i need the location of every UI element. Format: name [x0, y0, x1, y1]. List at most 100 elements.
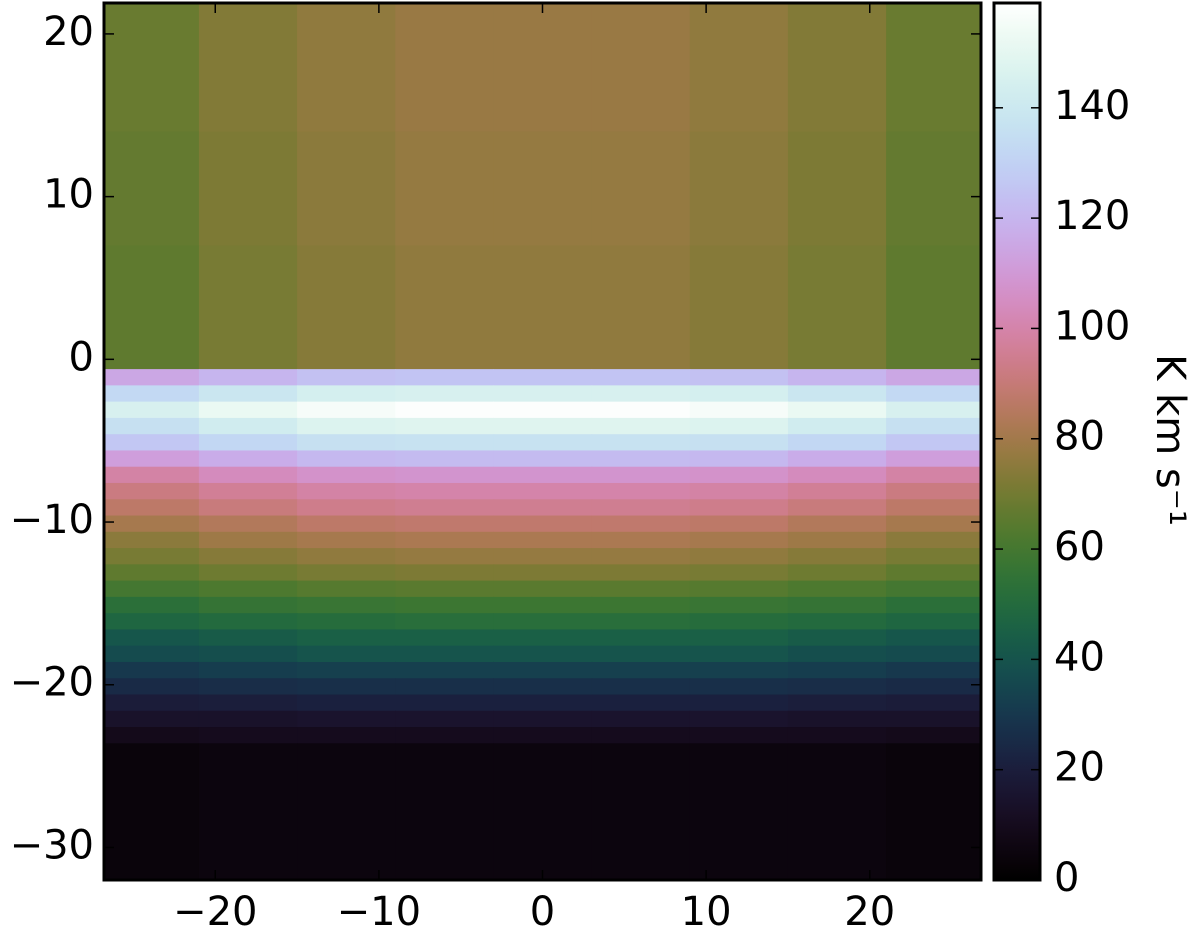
heatmap-cell [198, 466, 298, 484]
heatmap-cell [591, 743, 691, 881]
y-tick-label: −30 [10, 822, 94, 868]
heatmap-cell [104, 564, 200, 582]
colorbar-tick-label: 120 [1054, 193, 1130, 239]
heatmap-cell [886, 727, 982, 744]
heatmap-cell [689, 385, 789, 403]
heatmap-cell [395, 131, 495, 247]
heatmap-cell [104, 434, 200, 452]
heatmap-cell [787, 245, 887, 370]
heatmap-cell [395, 564, 495, 582]
heatmap-cell [886, 466, 982, 484]
heatmap-cell [297, 580, 396, 598]
heatmap-cell [104, 661, 200, 679]
heatmap-cell [297, 694, 396, 712]
heatmap-cell [689, 499, 789, 517]
heatmap-cell [591, 3, 691, 133]
heatmap-cell [104, 482, 200, 500]
heatmap-cell [886, 417, 982, 435]
heatmap-cell [591, 499, 691, 517]
x-tick-label: 0 [530, 889, 555, 934]
heatmap-cell [395, 678, 495, 696]
heatmap-cell [787, 131, 887, 247]
heatmap-cell [297, 645, 396, 663]
heatmap-cell [198, 710, 298, 728]
heatmap-cell [591, 710, 691, 728]
heatmap-cell [104, 466, 200, 484]
heatmap-cell [591, 466, 691, 484]
heatmap-cell [395, 580, 495, 598]
heatmap-cell [104, 531, 200, 549]
heatmap-cell [395, 727, 495, 744]
heatmap-cell [689, 515, 789, 533]
heatmap-cell [787, 385, 887, 403]
heatmap-cell [198, 450, 298, 468]
heatmap-cell [104, 613, 200, 631]
heatmap-cell [787, 645, 887, 663]
y-tick-label: 0 [69, 334, 94, 380]
heatmap-cell [297, 131, 396, 247]
heatmap-cell [297, 434, 396, 452]
colorbar-tick-label: 60 [1054, 524, 1105, 570]
heatmap-cell [591, 450, 691, 468]
heatmap-cell [104, 3, 200, 133]
heatmap-cell [493, 369, 593, 386]
heatmap-cell [886, 548, 982, 565]
heatmap-cell [493, 596, 593, 614]
heatmap-cell [297, 466, 396, 484]
heatmap-cell [198, 596, 298, 614]
heatmap-cell [104, 645, 200, 663]
heatmap-cell [689, 580, 789, 598]
heatmap-cell [198, 613, 298, 631]
heatmap-cell [104, 596, 200, 614]
heatmap-cell [787, 499, 887, 517]
heatmap-cell [198, 727, 298, 744]
heatmap-cell [198, 678, 298, 696]
heatmap-cell [787, 710, 887, 728]
heatmap-cell [787, 3, 887, 133]
heatmap-cell [591, 613, 691, 631]
heatmap-cell [493, 629, 593, 647]
heatmap-cell [395, 245, 495, 370]
x-tick-label: 10 [681, 889, 732, 934]
heatmap-cell [591, 385, 691, 403]
heatmap-cell [787, 450, 887, 468]
heatmap-cell [787, 401, 887, 419]
heatmap-cell [395, 385, 495, 403]
heatmap-cell [493, 743, 593, 881]
heatmap-cell [689, 131, 789, 247]
heatmap-cell [104, 678, 200, 696]
heatmap-cell [689, 661, 789, 679]
heatmap-cell [297, 564, 396, 582]
heatmap-cell [297, 417, 396, 435]
heatmap-cell [297, 482, 396, 500]
heatmap-cell [493, 661, 593, 679]
heatmap-cell [787, 678, 887, 696]
colorbar [992, 1, 1042, 882]
heatmap-cell [297, 401, 396, 419]
heatmap-cell [591, 417, 691, 435]
heatmap-cell [493, 515, 593, 533]
heatmap-cell [689, 564, 789, 582]
heatmap-cell [198, 385, 298, 403]
heatmap-cell [198, 645, 298, 663]
colorbar-label: K km s⁻¹ [1147, 354, 1193, 526]
heatmap-cell [297, 629, 396, 647]
heatmap-cell [886, 580, 982, 598]
heatmap-cell [493, 450, 593, 468]
heatmap-cell [297, 727, 396, 744]
heatmap-cell [104, 417, 200, 435]
heatmap-cell [198, 131, 298, 247]
colorbar-tick-label: 100 [1054, 303, 1130, 349]
heatmap-cell [689, 613, 789, 631]
heatmap-cell [591, 434, 691, 452]
heatmap-cell [886, 482, 982, 500]
heatmap-cell [886, 245, 982, 370]
heatmap-cell [198, 564, 298, 582]
heatmap-cell [198, 482, 298, 500]
heatmap-cell [591, 580, 691, 598]
heatmap-cell [787, 482, 887, 500]
heatmap-cell [297, 499, 396, 517]
heatmap-cell [493, 466, 593, 484]
heatmap-cell [787, 661, 887, 679]
heatmap-cell [198, 694, 298, 712]
